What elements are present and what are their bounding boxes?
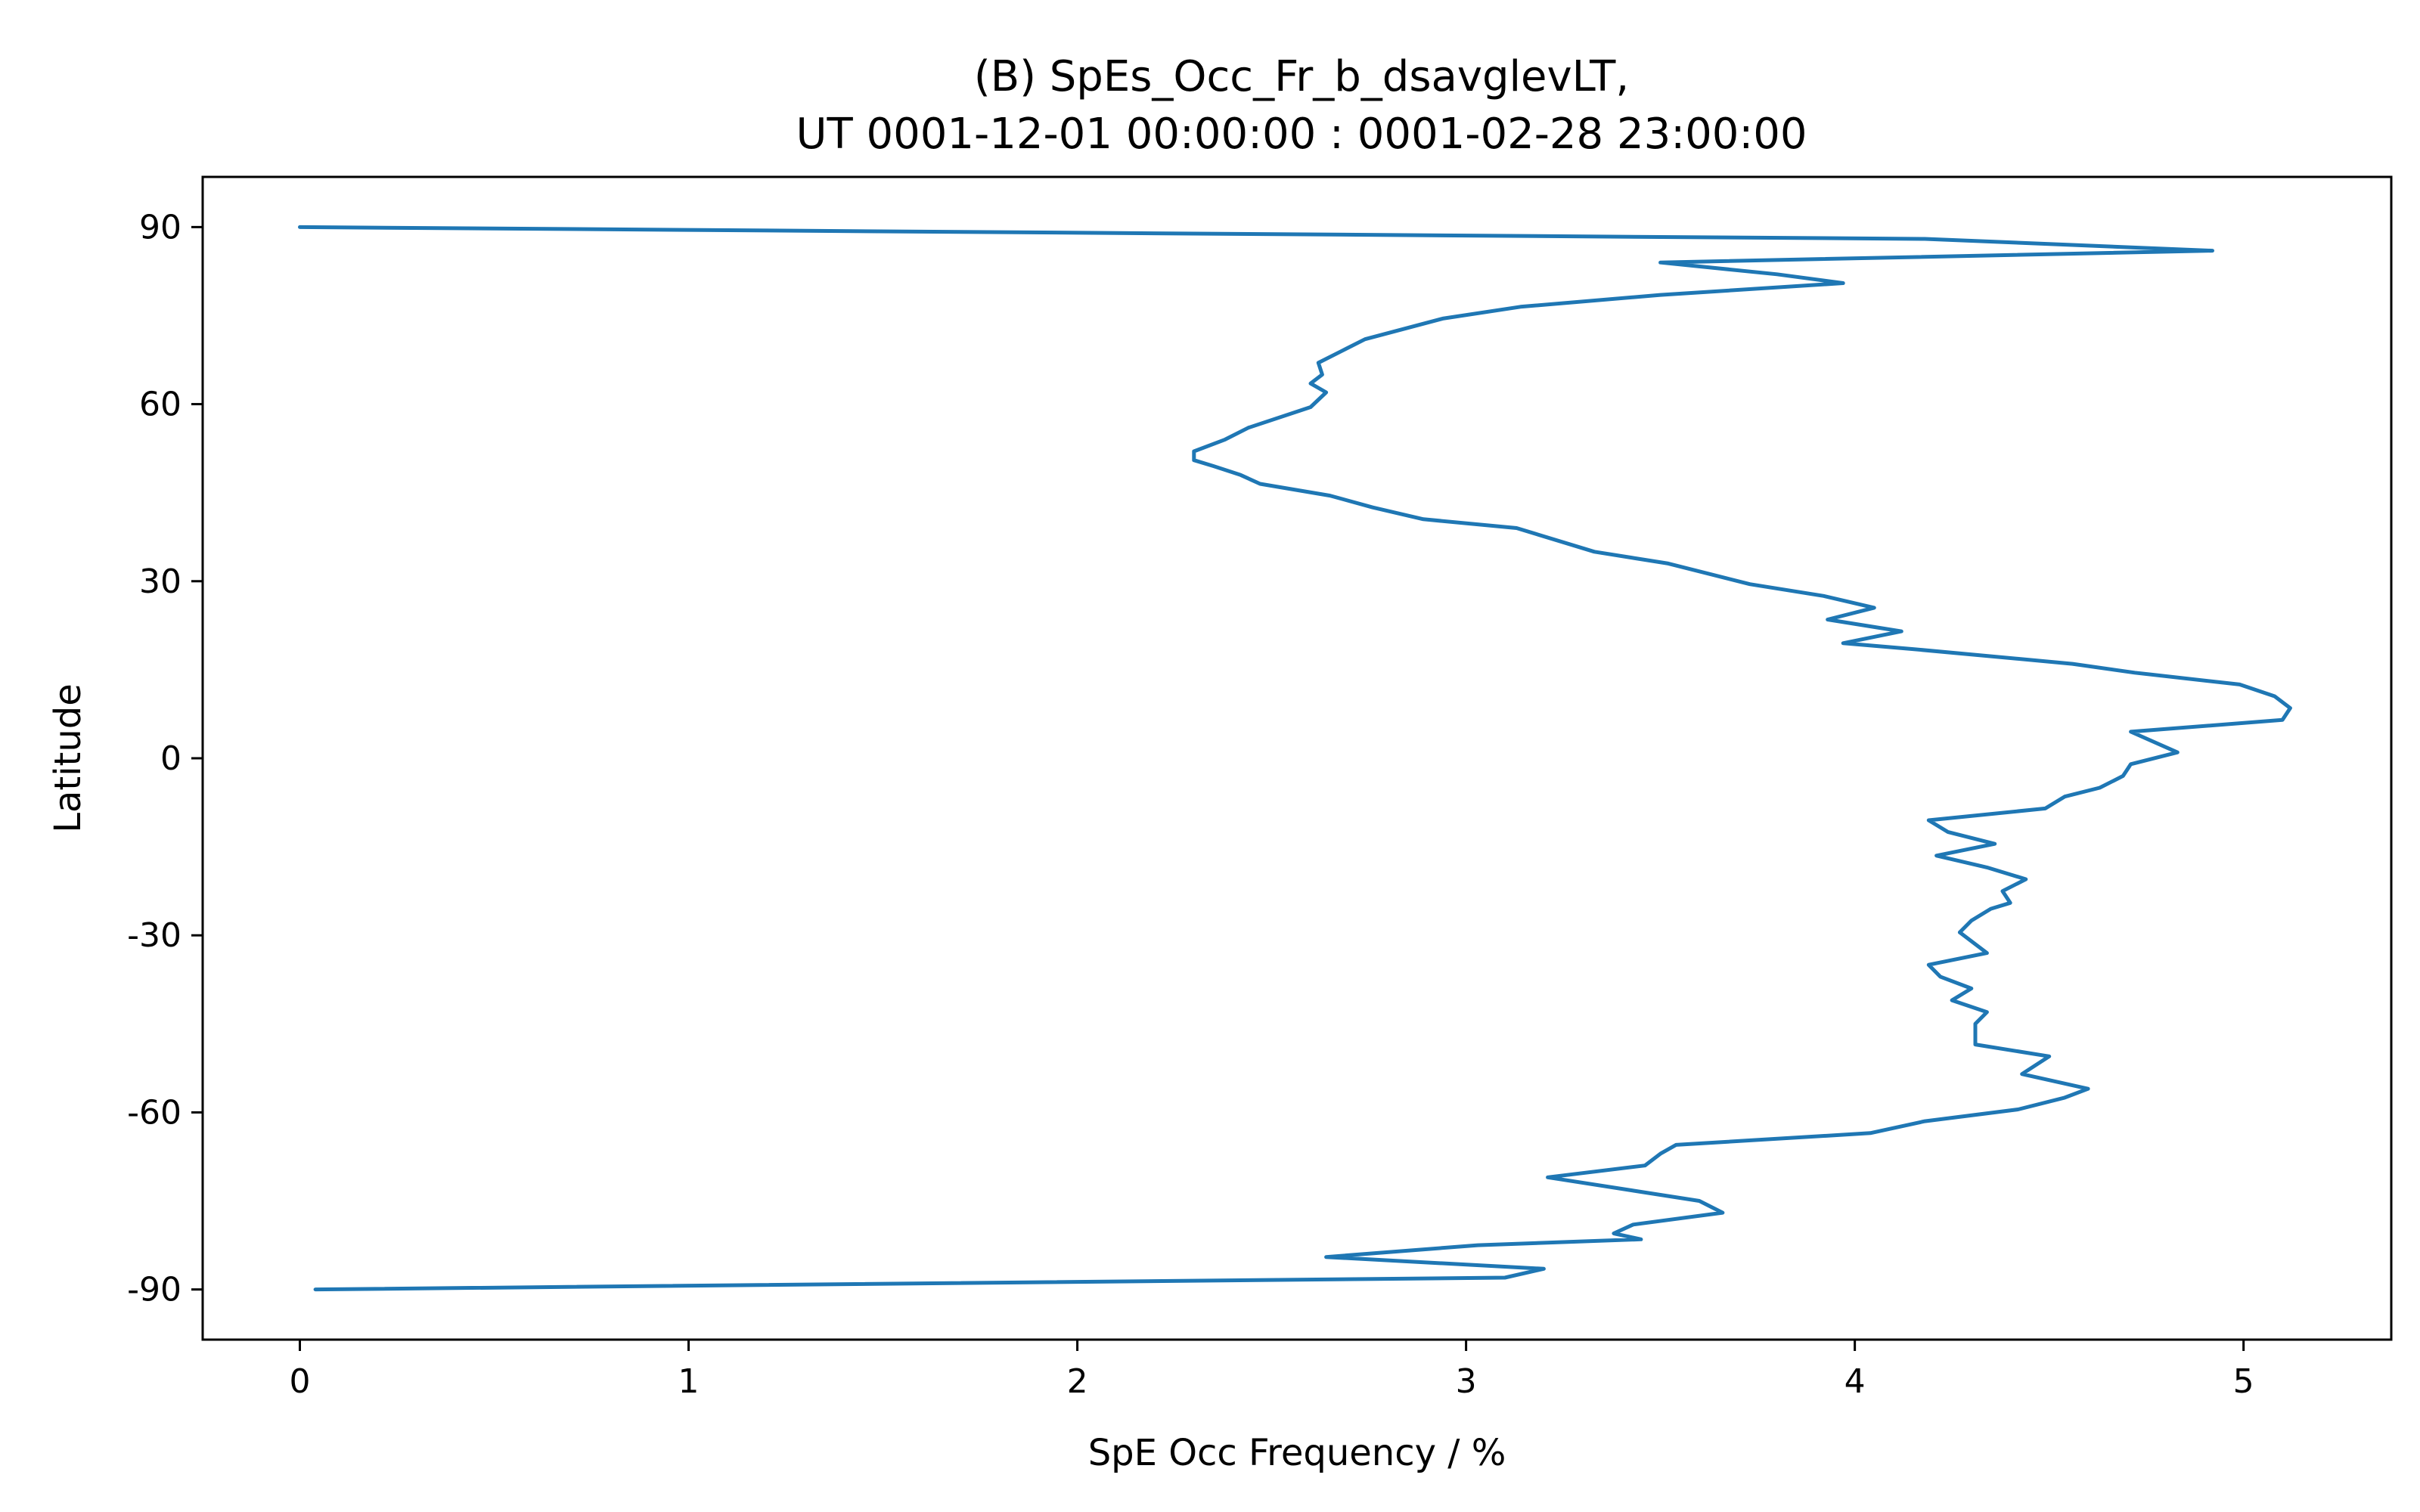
plot-area — [298, 225, 2292, 1292]
x-tick-label: 1 — [678, 1362, 700, 1401]
y-tick-label: 0 — [160, 739, 182, 778]
x-tick-label: 4 — [1844, 1362, 1866, 1401]
y-tick-label: 30 — [139, 562, 182, 601]
x-tick-label: 3 — [1456, 1362, 1477, 1401]
x-tick-label: 0 — [290, 1362, 311, 1401]
x-axis: 0 1 2 3 4 5 — [290, 1340, 2254, 1401]
y-axis: -90 -60 -30 0 30 60 90 — [127, 208, 203, 1309]
x-tick-label: 2 — [1067, 1362, 1088, 1401]
y-tick-label: 90 — [139, 208, 182, 246]
x-axis-label: SpE Occ Frequency / % — [1088, 1432, 1506, 1474]
chart-subtitle: UT 0001-12-01 00:00:00 : 0001-02-28 23:0… — [796, 110, 1807, 159]
y-axis-label: Latitude — [47, 683, 89, 833]
y-tick-label: -90 — [127, 1271, 182, 1309]
x-tick-label: 5 — [2233, 1362, 2254, 1401]
chart-title: (B) SpEs_Occ_Fr_b_dsavglevLT, — [974, 52, 1629, 101]
y-tick-label: -30 — [127, 916, 182, 955]
series-line — [298, 225, 2292, 1292]
y-tick-label: -60 — [127, 1093, 182, 1132]
y-tick-label: 60 — [139, 386, 182, 424]
